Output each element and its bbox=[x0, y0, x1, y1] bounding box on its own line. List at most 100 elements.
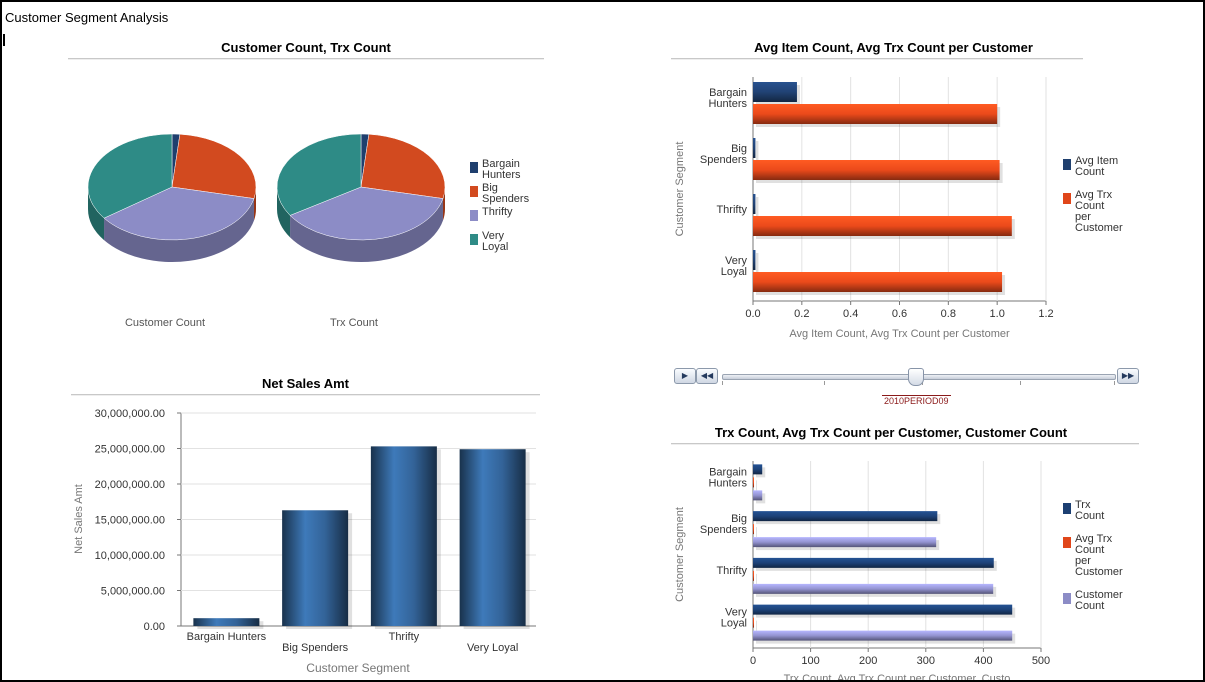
pie-slice bbox=[171, 133, 257, 199]
slider-thumb[interactable] bbox=[908, 368, 924, 386]
pie-panel-title: Customer Count, Trx Count bbox=[221, 40, 391, 55]
slider-tick bbox=[1114, 381, 1115, 385]
page-title: Customer Segment Analysis bbox=[5, 10, 169, 25]
category-label: Very bbox=[725, 255, 748, 267]
tick-label: 0.4 bbox=[843, 308, 858, 320]
tick-label: 0 bbox=[750, 655, 756, 667]
category-label: Big bbox=[731, 513, 747, 525]
bar bbox=[753, 477, 754, 488]
legend-label: Very bbox=[482, 230, 505, 242]
axis-title: Customer Segment bbox=[674, 507, 686, 602]
bar bbox=[753, 490, 763, 501]
tick-label: 300 bbox=[917, 655, 935, 667]
rewind-button[interactable]: ◀◀ bbox=[696, 368, 718, 384]
bar-shadow bbox=[756, 480, 757, 491]
pie-slice bbox=[103, 186, 255, 241]
bar-shadow bbox=[756, 620, 757, 631]
bar bbox=[753, 604, 1013, 615]
category-label: Loyal bbox=[721, 266, 747, 278]
bar bbox=[753, 630, 1013, 641]
pie-label: Customer Count bbox=[125, 317, 205, 329]
category-label: Hunters bbox=[708, 477, 747, 489]
legend-label: Big bbox=[482, 182, 498, 194]
axis-title: Customer Segment bbox=[306, 661, 410, 675]
legend-swatch bbox=[470, 234, 478, 245]
text-cursor bbox=[3, 34, 5, 46]
legend-label: Avg Trx bbox=[1075, 189, 1113, 201]
legend-swatch bbox=[470, 210, 478, 221]
axis-title: Avg Item Count, Avg Trx Count per Custom… bbox=[789, 328, 1010, 340]
legend-label: Avg Trx bbox=[1075, 533, 1113, 545]
category-label: Spenders bbox=[700, 154, 748, 166]
tick-label: 1.0 bbox=[990, 308, 1005, 320]
bar bbox=[282, 510, 349, 626]
tick-label: 20,000,000.00 bbox=[95, 479, 165, 491]
slider-tick bbox=[1020, 381, 1021, 385]
tick-label: 10,000,000.00 bbox=[95, 550, 165, 562]
legend-label: Count bbox=[1075, 166, 1104, 178]
fast-forward-icon: ▶▶ bbox=[1121, 371, 1135, 380]
legend-label: Customer bbox=[1075, 222, 1123, 234]
bar bbox=[193, 618, 260, 626]
tick-label: 0.6 bbox=[892, 308, 907, 320]
legend-label: Avg Item bbox=[1075, 155, 1118, 167]
legend-label: Count bbox=[1075, 200, 1104, 212]
bar bbox=[753, 160, 1000, 180]
legend-label: Bargain bbox=[482, 158, 520, 170]
axis-title: Trx Count, Avg Trx Count per Customer, C… bbox=[784, 673, 1011, 682]
category-label: Bargain bbox=[709, 466, 747, 478]
category-label: Thrifty bbox=[389, 631, 420, 643]
pie-slice bbox=[360, 133, 446, 199]
category-label: Very bbox=[725, 607, 748, 619]
legend-swatch bbox=[1063, 537, 1071, 548]
pie-slice-side bbox=[442, 187, 445, 221]
category-label: Bargain Hunters bbox=[187, 631, 267, 643]
bar bbox=[753, 138, 756, 158]
legend-label: Trx bbox=[1075, 499, 1091, 511]
trx-panel-divider bbox=[671, 443, 1139, 444]
category-label: Loyal bbox=[721, 618, 747, 630]
axis-title: Customer Segment bbox=[674, 142, 686, 237]
pie-panel-divider bbox=[68, 58, 544, 59]
legend-swatch bbox=[1063, 159, 1071, 170]
play-button[interactable]: ▶ bbox=[674, 368, 696, 384]
bar bbox=[753, 537, 937, 548]
axis-title: Net Sales Amt bbox=[73, 484, 85, 554]
bar bbox=[753, 272, 1003, 292]
bar bbox=[753, 82, 797, 102]
legend-label: per bbox=[1075, 211, 1091, 223]
legend-swatch bbox=[1063, 193, 1071, 204]
bar-shadow bbox=[756, 197, 759, 217]
bar bbox=[753, 524, 754, 535]
category-label: Hunters bbox=[708, 98, 747, 110]
legend-swatch bbox=[470, 162, 478, 173]
bar-shadow bbox=[756, 253, 759, 273]
pie-slice bbox=[276, 133, 362, 216]
pie-slice-side bbox=[104, 198, 254, 263]
category-label: Very Loyal bbox=[467, 642, 518, 654]
pie-slice-side bbox=[88, 187, 105, 241]
tick-label: 400 bbox=[974, 655, 992, 667]
legend-swatch bbox=[1063, 593, 1071, 604]
legend-label: Count bbox=[1075, 600, 1104, 612]
fast-forward-button[interactable]: ▶▶ bbox=[1117, 368, 1139, 384]
bar bbox=[753, 557, 994, 568]
bar bbox=[753, 216, 1012, 236]
pie-slice-side bbox=[290, 198, 443, 262]
category-label: Spenders bbox=[700, 524, 748, 536]
pie-label: Trx Count bbox=[330, 317, 378, 329]
pie-slice bbox=[87, 133, 173, 219]
legend-label: Customer bbox=[1075, 566, 1123, 578]
pie-slice-side bbox=[253, 187, 256, 221]
bar bbox=[459, 449, 526, 626]
bar bbox=[753, 583, 994, 594]
tick-label: 500 bbox=[1032, 655, 1050, 667]
period-slider[interactable]: ▶ ◀◀ 2010PERIOD09 ▶▶ bbox=[674, 366, 1140, 406]
tick-label: 0.0 bbox=[745, 308, 760, 320]
bar bbox=[753, 617, 754, 628]
tick-label: 100 bbox=[801, 655, 819, 667]
trx-panel-title: Trx Count, Avg Trx Count per Customer, C… bbox=[714, 425, 1068, 440]
bar bbox=[753, 104, 998, 124]
category-label: Thrifty bbox=[716, 565, 747, 577]
